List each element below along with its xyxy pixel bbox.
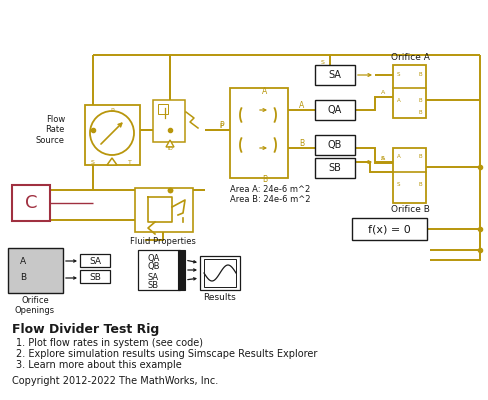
Bar [315,65,355,85]
Text: ID: ID [167,146,173,150]
Text: SB: SB [89,272,101,282]
Text: Flow Divider Test Rig: Flow Divider Test Rig [12,323,159,336]
Polygon shape [166,140,174,147]
Text: B: B [263,176,267,184]
Text: C: C [25,194,37,212]
Text: Results: Results [203,293,236,302]
Text: Fluid Properties: Fluid Properties [130,237,196,246]
Text: B: B [418,154,422,160]
Bar [230,88,288,178]
Text: B: B [300,140,305,148]
Text: B: B [418,72,422,76]
Text: S: S [381,156,385,160]
Bar [8,248,63,293]
Bar [80,254,110,267]
Bar [352,218,427,240]
Bar [315,100,355,120]
Text: S: S [397,72,401,76]
Text: QB: QB [328,140,342,150]
Bar [85,105,140,165]
Text: SA: SA [89,256,101,266]
Bar [200,256,240,290]
Text: Orifice B: Orifice B [390,206,429,214]
Text: SB: SB [147,282,158,290]
Text: f(x) = 0: f(x) = 0 [367,224,410,234]
Bar [153,100,185,142]
Bar [135,188,193,232]
Bar [80,270,110,283]
Text: Copyright 2012-2022 The MathWorks, Inc.: Copyright 2012-2022 The MathWorks, Inc. [12,376,218,386]
Text: 2. Explore simulation results using Simscape Results Explorer: 2. Explore simulation results using Sims… [16,349,317,359]
Bar [315,158,355,178]
Text: P: P [110,108,114,114]
Text: A: A [381,90,385,96]
Bar [393,148,426,203]
Text: T: T [128,160,132,164]
Text: QA: QA [147,254,160,262]
Text: S: S [397,182,401,188]
Polygon shape [107,158,117,165]
Text: B: B [418,110,422,114]
Text: P: P [220,122,224,130]
Text: 1. Plot flow rates in system (see code): 1. Plot flow rates in system (see code) [16,338,203,348]
Text: A: A [397,154,401,160]
Bar [393,65,426,118]
Text: B: B [418,98,422,102]
Text: Orifice A: Orifice A [390,54,429,62]
Text: A: A [263,88,267,96]
Bar [12,185,50,221]
Text: QB: QB [147,262,160,272]
Text: B: B [418,182,422,188]
Text: SA: SA [328,70,342,80]
Text: Area B: 24e-6 m^2: Area B: 24e-6 m^2 [230,195,310,204]
Text: 3. Learn more about this example: 3. Learn more about this example [16,360,182,370]
Text: B: B [20,274,26,282]
Text: Flow
Rate
Source: Flow Rate Source [36,115,65,145]
Bar [178,250,185,290]
Text: S: S [321,60,325,64]
Text: Area A: 24e-6 m^2: Area A: 24e-6 m^2 [230,185,310,194]
Text: P: P [219,123,223,129]
Text: SA: SA [147,272,158,282]
Text: Orifice
Openings: Orifice Openings [15,296,55,315]
Text: A: A [20,256,26,266]
Text: SB: SB [328,163,342,173]
Text: A: A [299,102,305,110]
Text: A: A [397,98,401,102]
Bar [158,104,168,114]
Text: S: S [91,160,95,164]
Bar [315,135,355,155]
Text: A: A [381,156,385,162]
Bar [204,259,236,287]
Bar [138,250,180,290]
Text: QA: QA [328,105,342,115]
